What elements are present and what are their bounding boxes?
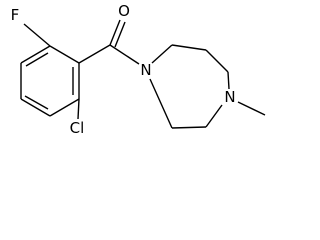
bonds xyxy=(20,19,266,129)
bond xyxy=(77,98,80,120)
bond xyxy=(205,49,229,73)
atom-label: O xyxy=(118,2,130,20)
bond xyxy=(23,23,51,47)
page: F O N N Cl (() => { const data = JSON.pa… xyxy=(10,2,266,137)
bond xyxy=(78,44,111,64)
bond xyxy=(24,95,49,110)
bond xyxy=(205,104,223,128)
bond xyxy=(149,78,173,129)
atom-label: F xyxy=(11,6,20,24)
bond xyxy=(114,21,126,48)
bond xyxy=(49,98,80,117)
bond xyxy=(151,44,173,64)
bond xyxy=(20,98,51,117)
bond xyxy=(237,101,266,116)
molecule: F O N N Cl xyxy=(11,2,266,137)
atom-label: N xyxy=(224,88,235,106)
bond xyxy=(171,126,207,129)
atom-label: N xyxy=(140,61,151,79)
bond xyxy=(49,45,80,64)
bond xyxy=(227,71,230,90)
bond xyxy=(109,44,140,65)
atom-label: Cl xyxy=(70,119,85,137)
bond xyxy=(20,45,51,64)
bond xyxy=(109,19,121,46)
bond xyxy=(171,44,207,51)
bond xyxy=(25,52,49,67)
